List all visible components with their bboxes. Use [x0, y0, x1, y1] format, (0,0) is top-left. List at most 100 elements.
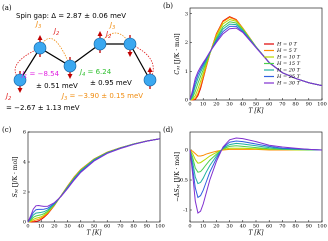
- x-tick-label: 20: [213, 224, 219, 230]
- coupling-index: 2: [56, 31, 59, 37]
- legend-label: H = 20 T: [276, 68, 301, 74]
- spin-gap: Spin gap: Δ = 2.87 ± 0.06 meV: [16, 12, 126, 20]
- x-tick-label: 0: [188, 224, 191, 230]
- x-tick-label: 30: [226, 224, 232, 230]
- arrow-head: [37, 35, 43, 40]
- data-line: [189, 18, 323, 101]
- spin-site: [63, 59, 77, 73]
- coupling-label: J3: [34, 20, 41, 30]
- arrow-head: [67, 74, 73, 79]
- x-tick-label: 40: [240, 102, 246, 108]
- coupling-index: 4: [82, 72, 85, 78]
- x-tick-label: 70: [279, 102, 285, 108]
- x-tick-label: 10: [38, 224, 44, 230]
- x-tick-label: 50: [91, 224, 97, 230]
- x-tick-label: 100: [317, 224, 327, 230]
- coupling-value: = −3.90 ± 0.15 meV: [67, 92, 143, 100]
- panel-label: (c): [2, 126, 12, 134]
- data-line: [190, 16, 323, 101]
- x-tick-label: 20: [51, 224, 57, 230]
- coupling-label: J3 = −3.90 ± 0.15 meV: [60, 92, 143, 102]
- y-axis-label: CM [J/K · mol]: [174, 33, 181, 74]
- y-label-unit: [J/K · mol]: [174, 33, 181, 65]
- x-tick-label: 100: [155, 224, 165, 230]
- coupling-label: J2: [52, 27, 59, 37]
- chart-panel: (c) 0 10 20 30 40 50 60 70 80 90 100 0 2 4 6 T [K] SM [J/…: [2, 126, 165, 237]
- y-tick-label: 0: [23, 220, 26, 226]
- spin-site: [13, 73, 27, 87]
- x-tick-label: 20: [213, 102, 219, 108]
- spin-site: [93, 37, 107, 51]
- coupling-value: = −8.54: [27, 70, 59, 78]
- y-tick-label: 6: [23, 130, 26, 136]
- x-tick-label: 90: [306, 102, 312, 108]
- y-label-symbol: C: [174, 70, 181, 75]
- data-line: [189, 16, 323, 101]
- y-tick-label: 2: [185, 40, 188, 46]
- arrow-head: [147, 67, 153, 72]
- y-tick-label: -0.5: [178, 178, 188, 184]
- x-axis-label: T [K]: [248, 108, 264, 115]
- coupling-index: 3: [64, 96, 67, 102]
- x-tick-label: 80: [130, 224, 136, 230]
- y-label-symbol: S: [12, 193, 19, 197]
- coupling-index: 3: [38, 24, 41, 30]
- x-tick-label: 40: [78, 224, 84, 230]
- x-tick-label: 50: [253, 102, 259, 108]
- x-tick-label: 90: [144, 224, 150, 230]
- y-tick-label: 0: [185, 98, 188, 104]
- legend-label: H = 5 T: [276, 48, 297, 54]
- x-axis-label: T [K]: [86, 230, 102, 237]
- legend-label: H = 15 T: [276, 61, 301, 67]
- y-label-sub: M: [176, 65, 181, 71]
- y-tick-label: 3: [185, 11, 188, 17]
- arrow-head: [17, 88, 23, 93]
- data-line: [27, 138, 161, 223]
- arrow-head: [97, 31, 103, 36]
- y-label-unit: [J/K · mol]: [174, 152, 181, 184]
- coupling-index: 2: [108, 34, 111, 40]
- coupling-symbol: J: [78, 68, 82, 76]
- coupling-label: J2: [4, 92, 11, 102]
- x-tick-label: 70: [117, 224, 123, 230]
- chart-panel: (d) 0 10 20 30 40 50 60 70 80 90 100 -1 -0.5 0 T [K] −ΔS…: [163, 126, 327, 237]
- coupling-value: = 6.24: [85, 68, 111, 76]
- panel-label: (b): [163, 2, 173, 10]
- x-tick-label: 70: [279, 224, 285, 230]
- coupling-error: ± 0.95 meV: [90, 79, 132, 87]
- spin-site: [123, 37, 137, 51]
- data-line: [27, 138, 161, 223]
- data-line: [189, 21, 323, 101]
- legend-label: H = 0 T: [276, 42, 297, 48]
- spin-site: [143, 73, 157, 87]
- coupling-symbol: J: [4, 92, 8, 100]
- x-tick-label: 50: [253, 224, 259, 230]
- x-axis-label: T [K]: [248, 230, 264, 237]
- x-tick-label: 90: [306, 224, 312, 230]
- x-tick-label: 80: [292, 102, 298, 108]
- coupling-symbol: J: [104, 30, 108, 38]
- x-tick-label: 80: [292, 224, 298, 230]
- panel-label: (a): [2, 4, 12, 12]
- chart-panel: (b) 0 10 20 30 40 50 60 70 80 90 100 0 1 2 3 T [K] CM [J/…: [163, 2, 327, 115]
- legend-label: H = 10 T: [276, 55, 301, 61]
- x-tick-label: 30: [226, 102, 232, 108]
- y-tick-label: 1: [185, 69, 188, 75]
- x-tick-label: 60: [266, 224, 272, 230]
- x-tick-label: 60: [104, 224, 110, 230]
- x-tick-label: 30: [64, 224, 70, 230]
- spin-site: [33, 41, 47, 55]
- coupling-symbol: J: [52, 27, 56, 35]
- legend-label: H = 25 T: [276, 74, 301, 80]
- coupling-label: J1 = −8.54: [20, 70, 60, 80]
- y-label-symbol: −ΔS: [174, 189, 181, 202]
- x-tick-label: 10: [200, 224, 206, 230]
- y-axis-label: SM [J/K · mol]: [12, 157, 19, 198]
- y-tick-label: 0: [185, 148, 188, 154]
- data-line: [189, 137, 323, 214]
- coupling-index: 2: [8, 96, 11, 102]
- arrow-head: [127, 52, 133, 57]
- coupling-symbol: J: [20, 70, 24, 78]
